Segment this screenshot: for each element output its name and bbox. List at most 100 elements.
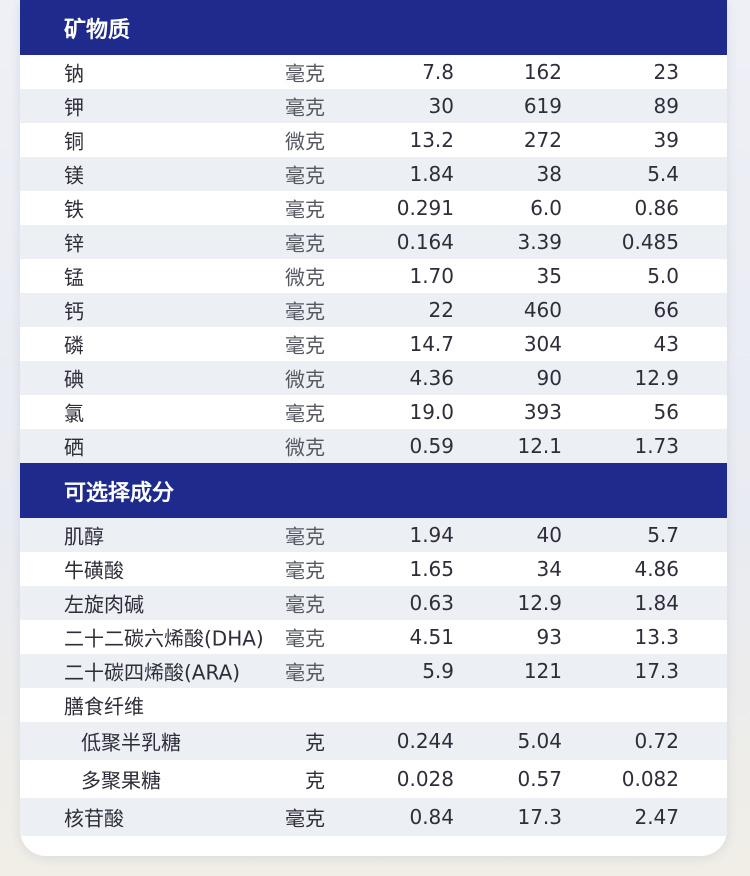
value-col-3: 1.73 — [634, 434, 679, 458]
value-col-2: 38 — [536, 162, 562, 186]
nutrient-unit: 微克 — [285, 367, 325, 392]
value-col-2: 5.04 — [517, 729, 562, 753]
value-col-2: 162 — [523, 60, 562, 84]
nutrient-unit: 微克 — [285, 129, 325, 154]
minerals-table: 钠毫克 7.8 162 23 钾毫克 30 619 89 铜微克 13.2 272 39 镁毫克 1… — [20, 55, 727, 463]
value-col-2: 272 — [523, 128, 562, 152]
section-title: 矿物质 — [64, 17, 131, 43]
table-row: 硒 微克 0.59 12.1 1.73 — [20, 429, 727, 463]
value-col-3: 56 — [653, 400, 679, 424]
nutrient-unit: 毫克 — [285, 95, 325, 120]
nutrient-unit: 毫克 — [285, 299, 325, 324]
optional-ingredients-table: 肌醇 毫克 1.94 40 5.7 牛磺酸 毫克 1.65 34 4.86 左旋肉碱 毫克 0.63… — [20, 518, 727, 836]
value-col-1: 1.94 — [409, 523, 454, 547]
value-col-3: 39 — [653, 128, 679, 152]
nutrient-name: 多聚果糖 — [81, 768, 161, 793]
table-row: 镁 毫克 1.84 38 5.4 — [20, 157, 727, 191]
value-col-3: 5.7 — [647, 523, 679, 547]
table-row-group-heading: 膳食纤维 — [20, 688, 727, 722]
value-col-1: 0.84 — [409, 805, 454, 829]
value-col-2: 619 — [523, 94, 562, 118]
nutrient-name: 肌醇 — [64, 524, 104, 549]
value-col-1: 7.8 — [422, 60, 454, 84]
nutrient-unit: 毫克 — [285, 626, 325, 651]
nutrient-unit: 毫克 — [285, 592, 325, 617]
value-col-1: 0.63 — [409, 591, 454, 615]
value-col-2: 40 — [536, 523, 562, 547]
nutrient-name: 低聚半乳糖 — [81, 730, 181, 755]
table-row: 左旋肉碱 毫克 0.63 12.9 1.84 — [20, 586, 727, 620]
nutrient-unit: 毫克 — [285, 333, 325, 358]
nutrient-name: 二十二碳六烯酸(DHA) — [64, 626, 264, 651]
nutrient-unit: 微克 — [285, 435, 325, 460]
nutrient-unit: 毫克 — [285, 806, 325, 831]
nutrient-unit: 毫克 — [285, 163, 325, 188]
table-row: 氯 毫克 19.0 393 56 — [20, 395, 727, 429]
value-col-2: 90 — [536, 366, 562, 390]
value-col-1: 1.70 — [409, 264, 454, 288]
value-col-1: 1.84 — [409, 162, 454, 186]
nutrient-unit: 毫克 — [285, 524, 325, 549]
value-col-3: 1.84 — [634, 591, 679, 615]
nutrient-name: 二十碳四烯酸(ARA) — [64, 660, 241, 685]
section-header-minerals: 矿物质 — [20, 0, 727, 55]
value-col-1: 1.65 — [409, 557, 454, 581]
value-col-3: 23 — [653, 60, 679, 84]
nutrient-name: 锰 — [64, 265, 84, 290]
value-col-3: 0.86 — [634, 196, 679, 220]
nutrient-name: 铜 — [64, 129, 84, 154]
nutrient-unit: 克 — [305, 730, 325, 755]
table-row: 铜 微克 13.2 272 39 — [20, 123, 727, 157]
value-col-1: 5.9 — [422, 659, 454, 683]
table-row: 肌醇 毫克 1.94 40 5.7 — [20, 518, 727, 552]
value-col-3: 12.9 — [634, 366, 679, 390]
value-col-1: 30 — [428, 94, 454, 118]
value-col-2: 393 — [523, 400, 562, 424]
value-col-2: 12.1 — [517, 434, 562, 458]
nutrient-name: 左旋肉碱 — [64, 592, 144, 617]
value-col-2: 17.3 — [517, 805, 562, 829]
table-row: 二十二碳六烯酸(DHA) 毫克 4.51 93 13.3 — [20, 620, 727, 654]
section-header-optional-ingredients: 可选择成分 — [20, 463, 727, 518]
value-col-1: 0.59 — [409, 434, 454, 458]
value-col-2: 0.57 — [517, 767, 562, 791]
value-col-2: 460 — [523, 298, 562, 322]
value-col-1: 14.7 — [409, 332, 454, 356]
value-col-1: 0.291 — [396, 196, 454, 220]
table-row: 钠 毫克 7.8 162 23 — [20, 55, 727, 89]
value-col-1: 0.164 — [396, 230, 454, 254]
nutrient-name: 磷 — [64, 333, 84, 358]
nutrient-name: 锌 — [64, 231, 84, 256]
value-col-3: 2.47 — [634, 805, 679, 829]
value-col-3: 5.4 — [647, 162, 679, 186]
value-col-2: 35 — [536, 264, 562, 288]
nutrient-unit: 毫克 — [285, 401, 325, 426]
value-col-1: 19.0 — [409, 400, 454, 424]
nutrient-unit: 微克 — [285, 265, 325, 290]
value-col-1: 4.36 — [409, 366, 454, 390]
value-col-3: 4.86 — [634, 557, 679, 581]
nutrient-name: 硒 — [64, 435, 84, 460]
value-col-2: 6.0 — [530, 196, 562, 220]
value-col-1: 0.244 — [396, 729, 454, 753]
nutrition-table-card: 矿物质 钠毫克 7.8 162 23 钾毫克 30 619 89 铜微克 13.2 272 39 … — [20, 0, 727, 856]
value-col-1: 4.51 — [409, 625, 454, 649]
table-row: 碘 微克 4.36 90 12.9 — [20, 361, 727, 395]
value-col-3: 0.72 — [634, 729, 679, 753]
nutrient-name: 氯 — [64, 401, 84, 426]
value-col-3: 13.3 — [634, 625, 679, 649]
value-col-2: 34 — [536, 557, 562, 581]
nutrient-name: 核苷酸 — [64, 806, 124, 831]
value-col-1: 0.028 — [396, 767, 454, 791]
nutrient-name: 镁 — [64, 163, 84, 188]
table-row: 二十碳四烯酸(ARA) 毫克 5.9 121 17.3 — [20, 654, 727, 688]
value-col-1: 13.2 — [409, 128, 454, 152]
table-row: 钾 毫克 30 619 89 — [20, 89, 727, 123]
nutrient-name: 铁 — [64, 197, 84, 222]
table-row: 磷 毫克 14.7 304 43 — [20, 327, 727, 361]
value-col-2: 121 — [523, 659, 562, 683]
table-row: 锰 微克 1.70 35 5.0 — [20, 259, 727, 293]
value-col-1: 22 — [428, 298, 454, 322]
nutrient-unit: 克 — [305, 768, 325, 793]
nutrient-unit: 毫克 — [285, 558, 325, 583]
